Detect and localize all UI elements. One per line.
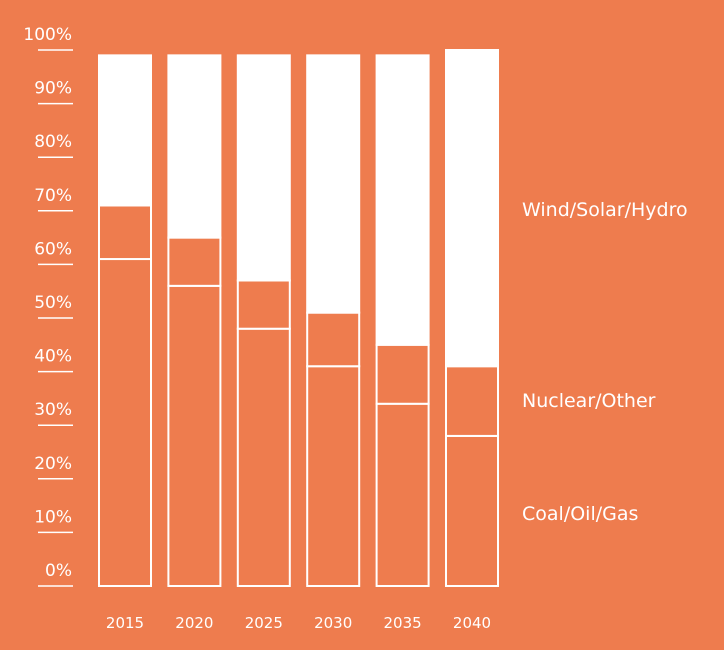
legend-label-wind-solar-hydro: Wind/Solar/Hydro (522, 199, 688, 221)
bar-segment-nuclear-other (167, 236, 222, 287)
x-tick-label: 2030 (314, 614, 352, 632)
x-tick-label: 2040 (453, 614, 491, 632)
bar-segment-nuclear-other (236, 279, 291, 330)
y-tick-label: 50% (34, 293, 72, 313)
y-tick-label: 60% (34, 239, 72, 259)
y-tick-label: 40% (34, 347, 72, 367)
x-tick-label: 2025 (245, 614, 283, 632)
y-tick-label: 20% (34, 454, 72, 474)
y-tick-label: 30% (34, 400, 72, 420)
x-tick-label: 2020 (175, 614, 213, 632)
bar-segment-wind-solar-hydro (236, 54, 291, 282)
bar-segment-coal-oil-gas (306, 365, 361, 587)
y-axis: 0% 10% 20% 30% 40% 50% 60% 70% 80% 90% 100% (23, 25, 73, 587)
bar-segment-coal-oil-gas (236, 327, 291, 587)
bar-segment-nuclear-other (375, 343, 430, 405)
bar-segment-coal-oil-gas (445, 434, 499, 588)
legend-label-coal-oil-gas: Coal/Oil/Gas (522, 503, 638, 525)
bar-segment-nuclear-other (98, 204, 152, 261)
y-tick-label: 80% (34, 132, 72, 152)
x-tick-label: 2015 (106, 614, 144, 632)
bar-segment-wind-solar-hydro (306, 54, 361, 314)
x-tick-label: 2035 (384, 614, 422, 632)
x-axis: 2015 2020 2025 2030 2035 2040 (106, 614, 491, 632)
y-tick-label: 70% (34, 186, 72, 206)
bar-segment-wind-solar-hydro (445, 49, 499, 368)
y-tick-label: 0% (45, 561, 72, 581)
bar-segment-wind-solar-hydro (375, 54, 430, 346)
bar-segment-nuclear-other (306, 311, 361, 368)
y-tick-label: 90% (34, 79, 72, 99)
bars (98, 49, 499, 588)
bar-segment-wind-solar-hydro (98, 54, 152, 207)
legend: Coal/Oil/Gas Nuclear/Other Wind/Solar/Hydr… (522, 199, 688, 525)
bar-segment-coal-oil-gas (167, 284, 222, 587)
bar-segment-coal-oil-gas (375, 402, 430, 588)
y-tick-label: 100% (23, 25, 72, 45)
bar-segment-wind-solar-hydro (167, 54, 222, 239)
y-tick-label: 10% (34, 507, 72, 527)
legend-label-nuclear-other: Nuclear/Other (522, 390, 656, 412)
bar-segment-coal-oil-gas (98, 258, 152, 587)
bar-segment-nuclear-other (445, 365, 499, 437)
